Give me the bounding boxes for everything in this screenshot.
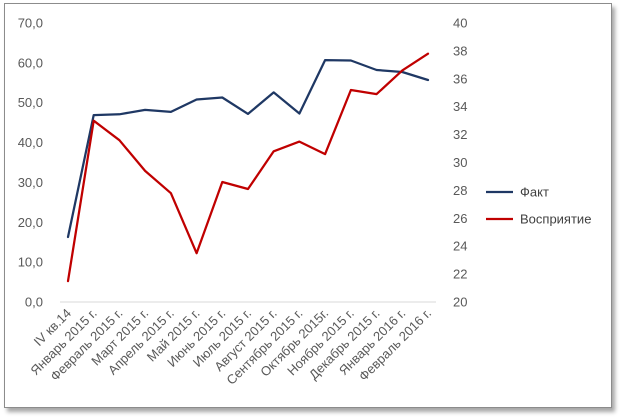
y-right-tick-label: 26 xyxy=(453,211,467,226)
y-left-tick-label: 70,0 xyxy=(18,16,43,31)
y-left-tick-label: 60,0 xyxy=(18,55,43,70)
y-right-tick-label: 22 xyxy=(453,267,467,282)
legend-label: Факт xyxy=(520,185,549,200)
y-right-tick-label: 20 xyxy=(453,295,467,310)
y-left-tick-label: 30,0 xyxy=(18,175,43,190)
legend-label: Восприятие xyxy=(520,212,591,227)
series-line-fact xyxy=(66,58,430,239)
y-left-tick-label: 0,0 xyxy=(25,295,43,310)
y-left-tick-label: 50,0 xyxy=(18,95,43,110)
y-right-tick-label: 28 xyxy=(453,183,467,198)
y-right-tick-label: 40 xyxy=(453,16,467,31)
y-right-tick-label: 36 xyxy=(453,71,467,86)
y-left-tick-label: 40,0 xyxy=(18,135,43,150)
y-right-tick-label: 34 xyxy=(453,99,467,114)
chart-frame xyxy=(4,3,612,408)
y-left-tick-label: 20,0 xyxy=(18,215,43,230)
y-right-tick-label: 24 xyxy=(453,239,467,254)
y-right-tick-label: 38 xyxy=(453,43,467,58)
y-right-tick-label: 32 xyxy=(453,127,467,142)
y-right-tick-label: 30 xyxy=(453,155,467,170)
y-left-tick-label: 10,0 xyxy=(18,255,43,270)
series-line-perception xyxy=(66,52,430,283)
